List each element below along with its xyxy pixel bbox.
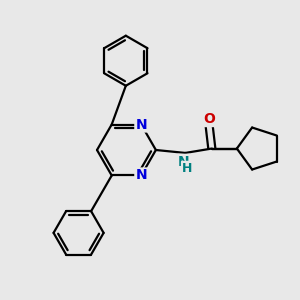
- Text: H: H: [182, 162, 192, 175]
- Text: N: N: [135, 118, 147, 131]
- Text: N: N: [178, 155, 190, 169]
- Text: O: O: [203, 112, 215, 126]
- Text: N: N: [135, 169, 147, 182]
